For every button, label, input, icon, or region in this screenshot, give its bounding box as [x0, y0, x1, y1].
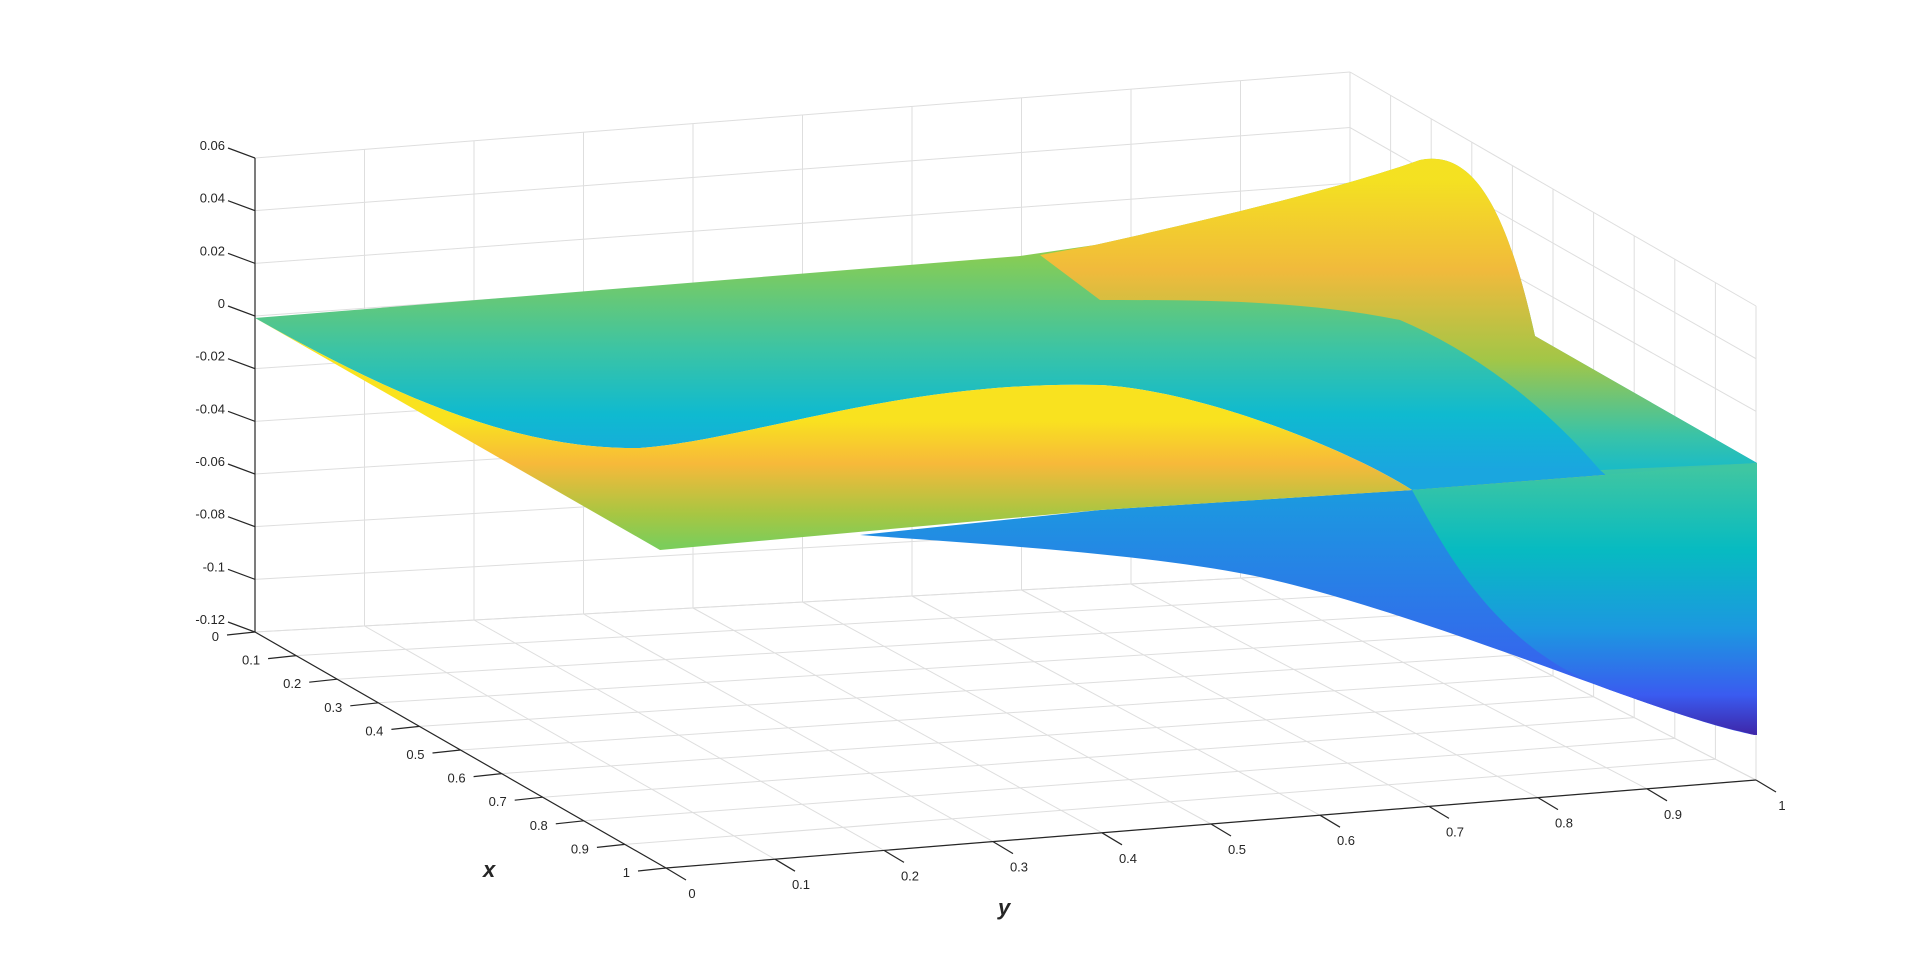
floor-grid-line-y	[911, 595, 1321, 816]
y-tick-label: 0.4	[1119, 851, 1137, 866]
x-tick	[391, 725, 420, 730]
z-tick	[227, 252, 256, 264]
x-tick-label: 0.1	[242, 653, 260, 668]
floor-grid-line-y	[473, 619, 885, 851]
x-tick-label: 0.7	[489, 794, 507, 809]
x-tick-label: 0	[212, 629, 219, 644]
floor-grid-line-y	[692, 607, 1103, 834]
x-tick-label: 0.5	[406, 747, 424, 762]
surface-ridge	[1040, 158, 1757, 470]
x-tick-label: 0.3	[324, 700, 342, 715]
y-tick	[883, 849, 905, 863]
y-axis-label: y	[997, 895, 1012, 920]
z-tick	[227, 621, 256, 633]
floor-grid-line-y	[1021, 589, 1430, 807]
y-tick-label: 0	[688, 886, 695, 901]
z-tick	[227, 305, 256, 317]
x-tick-label: 0.2	[283, 676, 301, 691]
back-wall-grid-line-z	[254, 127, 1351, 212]
y-tick	[1101, 832, 1123, 846]
x-tick	[555, 820, 584, 825]
z-tick	[227, 410, 256, 422]
x-axis-label: x	[482, 857, 496, 882]
y-tick	[1537, 797, 1559, 811]
x-tick-label: 0.8	[530, 818, 548, 833]
x-tick	[596, 843, 625, 848]
y-tick-label: 0.3	[1010, 860, 1028, 875]
x-tick-label: 0.9	[571, 841, 589, 856]
back-wall-grid-line-z	[254, 182, 1351, 264]
y-tick	[1428, 805, 1450, 819]
z-tick	[227, 463, 256, 475]
z-tick-label: 0.04	[200, 191, 225, 206]
z-tick-label: -0.1	[203, 559, 225, 574]
z-tick-label: 0.02	[200, 243, 225, 258]
x-tick	[226, 631, 256, 636]
y-tick-label: 0.2	[901, 868, 919, 883]
z-tick	[227, 568, 256, 580]
floor-grid-line-y	[1130, 583, 1539, 799]
axes	[226, 147, 1777, 881]
x-tick	[514, 796, 543, 801]
y-tick	[1210, 823, 1232, 837]
z-tick-label: 0.06	[200, 138, 225, 153]
floor-grid-line-y	[364, 625, 776, 860]
y-tick-label: 1	[1778, 798, 1785, 813]
floor-grid-line-y	[583, 613, 994, 843]
x-tick	[268, 655, 297, 660]
x-tick	[432, 749, 461, 754]
surface-front-wave	[255, 318, 1757, 550]
z-tick-label: -0.12	[195, 612, 225, 627]
y-tick-label: 0.1	[792, 877, 810, 892]
z-tick	[227, 200, 256, 212]
y-tick	[774, 858, 796, 872]
x-tick	[637, 867, 667, 872]
z-tick	[227, 147, 256, 159]
x-tick-label: 0.4	[365, 723, 383, 738]
tick-labels: -0.12 -0.1 -0.08 -0.06 -0.04 -0.02 0 0.02 0.04 0.…	[195, 138, 1785, 901]
y-tick-label: 0.5	[1228, 842, 1246, 857]
y-tick	[1755, 779, 1777, 793]
y-tick-label: 0.8	[1555, 816, 1573, 831]
surface	[255, 158, 1757, 735]
z-tick	[227, 358, 256, 370]
z-tick-label: 0	[218, 296, 225, 311]
floor-grid-line-y	[802, 601, 1212, 825]
x-tick-label: 0.6	[448, 771, 466, 786]
z-tick-label: -0.08	[195, 507, 225, 522]
y-tick-label: 0.7	[1446, 824, 1464, 839]
y-tick	[992, 841, 1014, 855]
y-tick	[1319, 814, 1341, 828]
y-tick	[665, 867, 687, 881]
z-tick-label: -0.02	[195, 349, 225, 364]
back-wall-grid-line-z	[254, 71, 1351, 159]
y-tick	[1646, 788, 1668, 802]
floor-grid-line-y	[1240, 577, 1648, 790]
back-wall-grid-line-z	[254, 571, 1351, 633]
x-tick	[350, 702, 379, 707]
y-tick-label: 0.9	[1664, 807, 1682, 822]
z-tick	[227, 516, 256, 528]
x-tick	[473, 773, 502, 778]
right-wall-grid-line-z	[1349, 71, 1757, 307]
surface-right-wall	[1600, 463, 1757, 735]
z-tick-label: -0.06	[195, 454, 225, 469]
y-tick-label: 0.6	[1337, 833, 1355, 848]
z-tick-label: -0.04	[195, 401, 225, 416]
x-tick	[309, 678, 338, 683]
x-tick-label: 1	[623, 865, 630, 880]
